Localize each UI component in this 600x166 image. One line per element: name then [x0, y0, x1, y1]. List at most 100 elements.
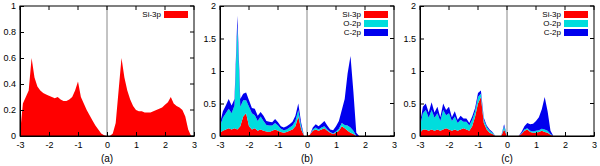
y-axis-line: [20, 7, 21, 137]
x-tick-label: -3: [416, 140, 424, 150]
x-tick-label: 3: [392, 140, 397, 150]
legend-label: Si-3p: [542, 10, 561, 19]
x-tick-mark: [307, 132, 308, 136]
legend-swatch: [564, 29, 588, 36]
y-tick-label: 2: [411, 1, 416, 11]
x-axis-line: [421, 136, 595, 137]
x-tick-mark: [336, 132, 337, 136]
x-axis: -3-2-10123: [16, 132, 197, 150]
y-tick-mark: [220, 136, 224, 137]
y-tick-label: 0: [11, 131, 16, 141]
x-tick-label: -2: [45, 140, 53, 150]
plot-frame: [420, 6, 594, 136]
x-tick: 3: [392, 132, 397, 150]
x-tick: 0: [105, 132, 110, 150]
legend-swatch: [564, 20, 588, 27]
x-tick-mark: [394, 132, 395, 136]
plot-area: [20, 6, 194, 136]
y-tick-mark: [20, 32, 24, 33]
x-tick: -2: [445, 132, 453, 150]
x-axis: -3 -2 -1 0 1 2 3: [416, 132, 597, 150]
y-tick-label: 0.4: [3, 79, 16, 89]
x-tick: 2: [563, 132, 568, 150]
x-tick-label: 0: [505, 140, 510, 150]
x-tick-mark-top: [49, 6, 50, 10]
y-tick-mark: [20, 136, 24, 137]
x-axis-line: [21, 136, 195, 137]
x-tick-mark-top: [449, 6, 450, 10]
y-tick: 1.5: [203, 34, 224, 44]
y-tick: 1: [11, 1, 24, 11]
x-tick-mark-top: [107, 6, 108, 10]
x-tick: -1: [74, 132, 82, 150]
x-tick: 0: [505, 132, 510, 150]
y-tick: 1.5: [403, 34, 424, 44]
legend-label: O-2p: [343, 19, 361, 28]
y-tick-mark: [220, 6, 224, 7]
x-tick-mark: [49, 132, 50, 136]
y-tick-mark-right: [590, 71, 594, 72]
x-tick-mark-top: [194, 6, 195, 10]
y-tick: 0: [211, 131, 224, 141]
x-tick-mark-top: [394, 6, 395, 10]
y-tick-mark: [420, 104, 424, 105]
y-tick: 0.8: [3, 27, 24, 37]
y-tick-label: 1: [211, 66, 216, 76]
y-tick-mark-right: [190, 136, 194, 137]
plot-frame: [20, 6, 194, 136]
plot-frame: [220, 6, 394, 136]
x-tick: -1: [274, 132, 282, 150]
y-tick-mark-right: [590, 103, 594, 104]
y-tick-label: 0.6: [3, 53, 16, 63]
y-tick-mark-right: [390, 71, 394, 72]
x-tick-mark: [536, 132, 537, 136]
y-tick: 0.2: [3, 105, 24, 115]
legend-swatch: [564, 11, 588, 18]
x-tick-label: 3: [592, 140, 597, 150]
x-tick-mark-top: [78, 6, 79, 10]
x-tick-label: -3: [16, 140, 24, 150]
x-tick-mark: [136, 132, 137, 136]
x-tick-mark: [594, 132, 595, 136]
panel-title: (a): [101, 153, 113, 164]
y-tick-mark-right: [190, 6, 194, 7]
y-tick-mark: [220, 39, 224, 40]
y-tick-mark: [20, 58, 24, 59]
y-tick-label: 0.2: [3, 105, 16, 115]
panel-title: (b): [301, 153, 313, 164]
x-tick: -1: [474, 132, 482, 150]
reference-line: [307, 6, 308, 136]
x-tick: 0: [305, 132, 310, 150]
x-tick-mark: [365, 132, 366, 136]
x-tick-label: 2: [363, 140, 368, 150]
x-tick-mark: [165, 132, 166, 136]
y-tick: 0.6: [3, 53, 24, 63]
x-axis: -3-2-10123: [216, 132, 397, 150]
x-tick-label: 0: [105, 140, 110, 150]
x-tick-mark: [565, 132, 566, 136]
x-tick-mark-top: [507, 6, 508, 10]
y-tick-mark-right: [590, 136, 594, 137]
x-tick-mark: [478, 132, 479, 136]
legend: Si-3pO-2pC-2p: [342, 10, 388, 37]
x-tick-label: 1: [534, 140, 539, 150]
y-tick-mark-right: [390, 136, 394, 137]
y-axis: 00.511.52: [403, 1, 424, 141]
legend-label: Si-3p: [342, 10, 361, 19]
y-axis: 0 0.2 0.4 0.6 0.8 1: [3, 1, 24, 141]
y-tick-mark: [20, 84, 24, 85]
legend-label: Si-3p: [142, 10, 161, 19]
panel-title: (c): [501, 153, 513, 164]
y-tick-label: 0: [211, 131, 216, 141]
y-tick: 0.4: [3, 79, 24, 89]
y-tick-mark: [420, 39, 424, 40]
y-tick-mark: [220, 104, 224, 105]
y-axis: 00.511.52: [203, 1, 224, 141]
x-tick-mark: [278, 132, 279, 136]
x-tick-label: 2: [163, 140, 168, 150]
y-tick: 1: [211, 66, 224, 76]
y-tick: 0.5: [403, 99, 424, 109]
x-tick-mark: [507, 132, 508, 136]
legend-swatch: [364, 20, 388, 27]
x-tick-mark-top: [220, 6, 221, 10]
